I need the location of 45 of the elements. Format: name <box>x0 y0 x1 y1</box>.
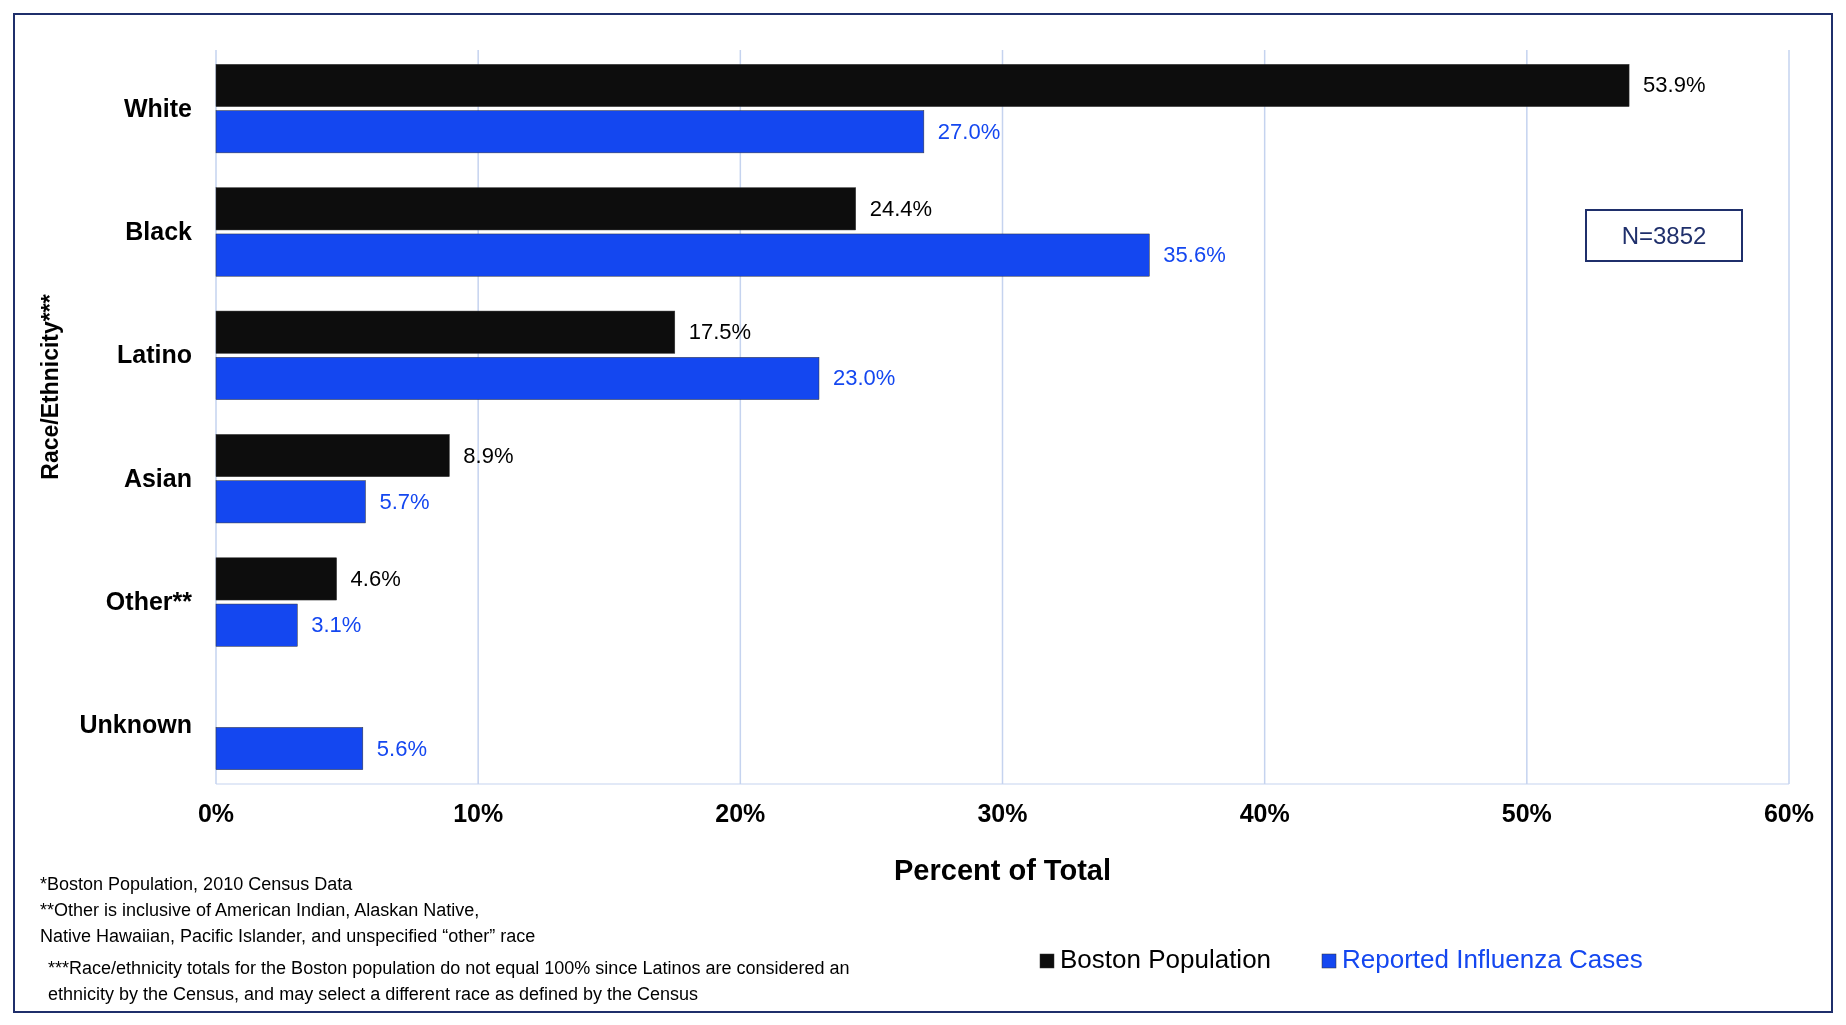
y-tick-label: Unknown <box>79 710 192 739</box>
legend-label: Reported Influenza Cases <box>1342 944 1643 974</box>
text: *Boston Population, 2010 Census Data <box>40 874 354 894</box>
data-label: 24.4% <box>869 195 933 221</box>
text: ***Race/ethnicity totals for the Boston population do not equal 100% since Latinos are considered an <box>48 958 850 978</box>
text: **Other is inclusive of American Indian, Alaskan Native, <box>40 900 480 920</box>
x-tick-label: 20% <box>715 799 766 827</box>
data-label: 17.5% <box>688 319 752 345</box>
data-label: 5.7% <box>379 488 430 514</box>
data-label: 3.1% <box>311 612 362 638</box>
y-axis-title: Race/Ethnicity*** <box>37 294 63 480</box>
bar <box>215 603 298 647</box>
x-tick-label: 40% <box>1239 799 1290 827</box>
y-tick-label: Latino <box>117 340 192 369</box>
bar <box>215 480 366 524</box>
x-tick-label: 10% <box>453 799 504 827</box>
data-label: 8.9% <box>463 442 514 468</box>
data-label: 23.0% <box>832 365 896 391</box>
text: ethnicity by the Census, and may select a different race as defined by the Census <box>48 984 699 1004</box>
x-tick-label: 60% <box>1763 799 1815 827</box>
annotation: N=3852 <box>1621 222 1707 249</box>
data-label: 53.9% <box>1643 72 1706 98</box>
bar <box>215 187 856 231</box>
data-label: 4.6% <box>350 565 401 591</box>
bar <box>215 357 820 400</box>
x-tick-label: 50% <box>1501 799 1552 827</box>
x-tick-label: 30% <box>977 799 1028 827</box>
y-tick-label: White <box>123 93 193 122</box>
bar <box>215 233 1150 277</box>
bar <box>215 64 1630 107</box>
legend-label: Boston Population <box>1060 944 1272 974</box>
bar <box>215 557 337 601</box>
data-label: 35.6% <box>1163 242 1226 268</box>
y-tick-label: Other** <box>105 587 193 616</box>
text: Native Hawaiian, Pacific Islander, and unspecified “other” race <box>40 926 536 946</box>
y-tick-label: Asian <box>123 463 192 492</box>
bar <box>215 310 676 354</box>
x-axis-title: Percent of Total <box>894 854 1111 886</box>
bar <box>215 110 925 154</box>
y-tick-label: Black <box>125 216 193 245</box>
x-tick-label: 0% <box>197 799 235 827</box>
bar <box>215 434 450 477</box>
data-label: 5.6% <box>376 735 427 761</box>
data-label: 27.0% <box>937 118 1001 144</box>
bar <box>215 727 364 770</box>
